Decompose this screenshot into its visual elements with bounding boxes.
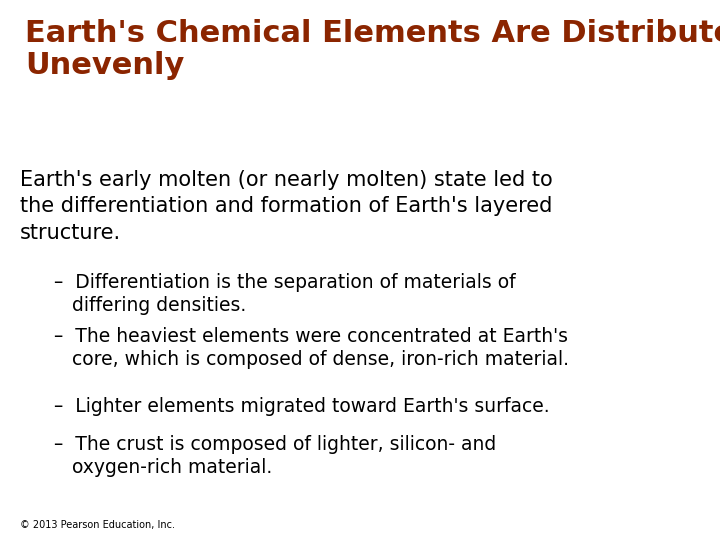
Text: © 2013 Pearson Education, Inc.: © 2013 Pearson Education, Inc.	[20, 520, 175, 530]
Text: Earth's Chemical Elements Are Distributed
Unevenly: Earth's Chemical Elements Are Distribute…	[25, 19, 720, 80]
Text: –  Differentiation is the separation of materials of
   differing densities.: – Differentiation is the separation of m…	[54, 273, 516, 315]
Text: –  The heaviest elements were concentrated at Earth's
   core, which is composed: – The heaviest elements were concentrate…	[54, 327, 569, 369]
Text: Earth's early molten (or nearly molten) state led to
the differentiation and for: Earth's early molten (or nearly molten) …	[20, 170, 553, 243]
Text: –  The crust is composed of lighter, silicon- and
   oxygen-rich material.: – The crust is composed of lighter, sili…	[54, 435, 496, 477]
Text: –  Lighter elements migrated toward Earth's surface.: – Lighter elements migrated toward Earth…	[54, 397, 549, 416]
